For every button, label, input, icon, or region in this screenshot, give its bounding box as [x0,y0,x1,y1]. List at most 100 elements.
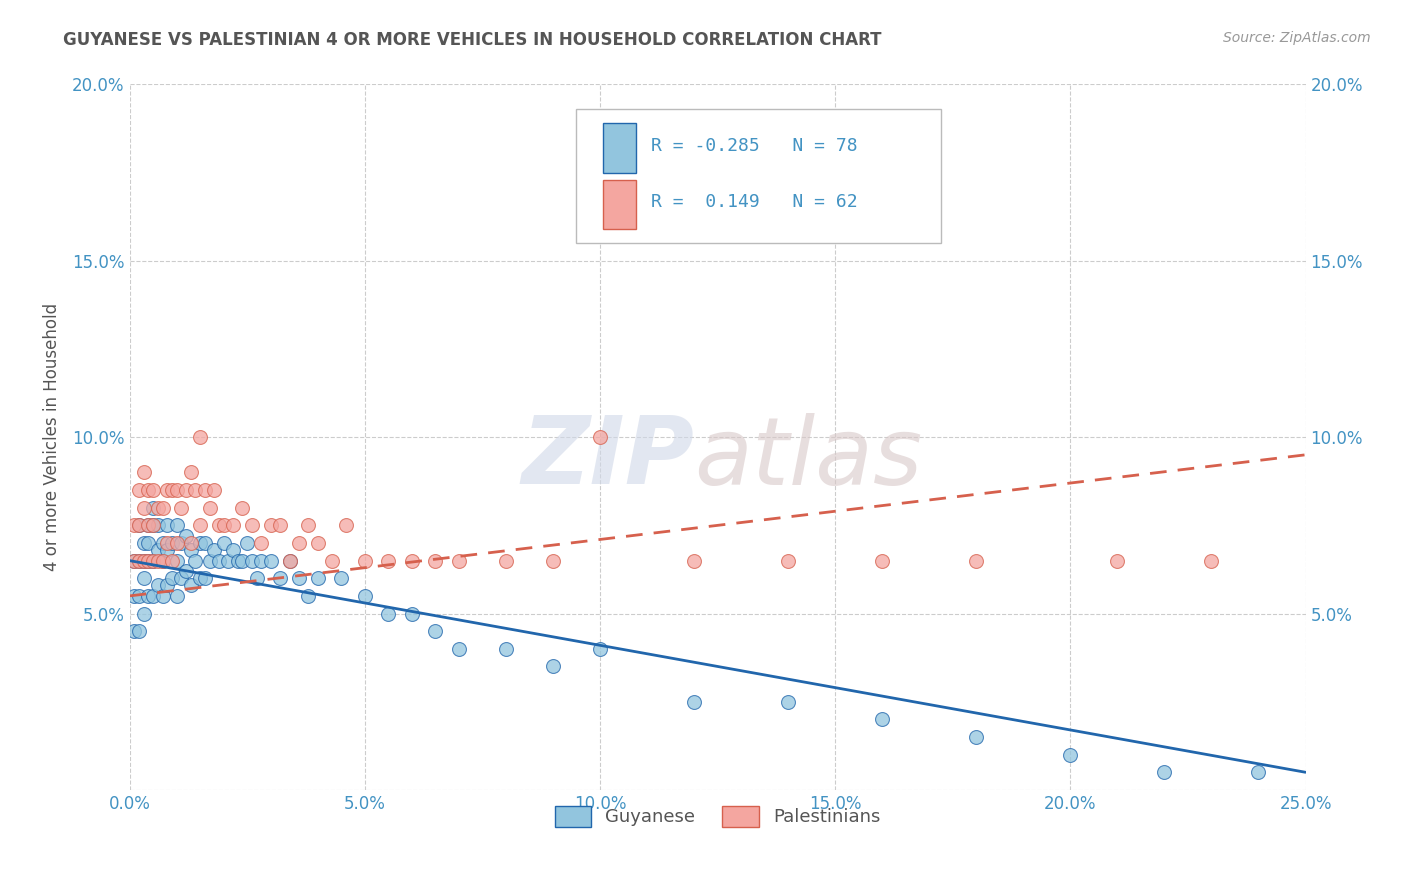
Point [124,518,146,533]
Point [202,483,225,497]
Point [160,571,183,585]
Point [222,543,245,558]
Point [269,518,291,533]
Point [401,554,423,568]
Point [132,607,155,621]
Point [495,554,517,568]
Point [152,554,174,568]
Point [1247,765,1270,780]
Point [170,536,193,550]
Point [353,554,375,568]
Point [288,536,311,550]
Point [231,500,253,515]
Point [589,641,612,656]
Point [208,518,231,533]
Text: ZIP: ZIP [522,412,695,504]
Point [212,536,235,550]
Point [870,712,893,726]
Point [778,695,800,709]
Point [138,554,160,568]
Point [212,518,235,533]
Point [965,554,987,568]
Text: R =  0.149   N = 62: R = 0.149 N = 62 [651,194,858,211]
Legend: Guyanese, Palestinians: Guyanese, Palestinians [547,798,887,834]
Point [321,554,343,568]
Point [138,518,160,533]
Point [132,571,155,585]
Point [240,554,263,568]
Point [142,589,165,603]
FancyBboxPatch shape [603,179,637,229]
Point [166,589,188,603]
Point [447,554,470,568]
Point [166,554,188,568]
Point [541,554,564,568]
Point [778,554,800,568]
Point [152,500,174,515]
FancyBboxPatch shape [576,109,941,244]
Point [188,430,211,444]
Point [174,483,197,497]
Point [124,554,146,568]
Point [250,536,273,550]
Point [188,536,211,550]
Text: atlas: atlas [695,413,922,504]
Point [198,554,221,568]
Point [217,554,239,568]
Point [152,589,174,603]
Point [152,536,174,550]
Point [128,624,150,639]
Point [146,554,169,568]
Point [146,500,169,515]
Point [124,624,146,639]
Point [152,554,174,568]
Point [142,500,165,515]
Point [425,624,447,639]
Point [138,483,160,497]
Point [166,518,188,533]
Point [250,554,273,568]
Point [128,554,150,568]
Point [202,543,225,558]
Point [146,518,169,533]
Point [683,695,706,709]
Point [156,483,179,497]
Point [208,554,231,568]
Point [138,518,160,533]
Point [377,554,399,568]
Point [142,483,165,497]
Point [297,589,319,603]
Point [377,607,399,621]
Point [128,518,150,533]
Point [132,466,155,480]
Point [260,518,283,533]
Point [1153,765,1175,780]
Point [160,536,183,550]
Point [495,641,517,656]
Point [124,554,146,568]
Point [132,554,155,568]
Point [184,554,207,568]
Point [170,571,193,585]
Point [166,536,188,550]
Point [222,518,245,533]
Point [541,659,564,673]
Y-axis label: 4 or more Vehicles in Household: 4 or more Vehicles in Household [44,303,60,571]
Point [156,518,179,533]
Point [142,554,165,568]
Text: R = -0.285   N = 78: R = -0.285 N = 78 [651,136,858,155]
Point [194,571,217,585]
Point [146,578,169,592]
Point [156,536,179,550]
Point [870,554,893,568]
Point [174,564,197,578]
Text: Source: ZipAtlas.com: Source: ZipAtlas.com [1223,31,1371,45]
Point [156,578,179,592]
Point [288,571,311,585]
Point [278,554,301,568]
Point [278,554,301,568]
Point [194,483,217,497]
Point [160,483,183,497]
Point [166,483,188,497]
Point [160,554,183,568]
